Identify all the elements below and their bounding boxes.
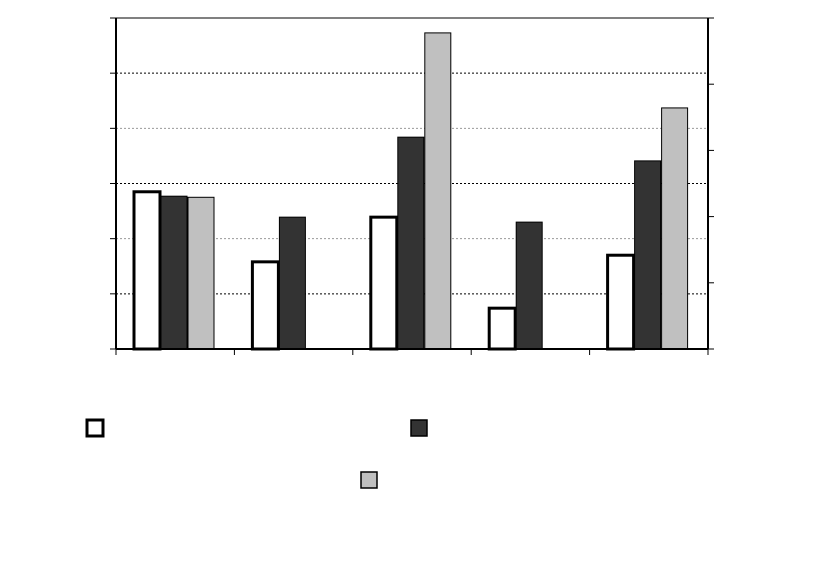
bar [397, 136, 425, 350]
legend-swatch [410, 419, 428, 437]
bar [424, 32, 452, 350]
bar [661, 107, 689, 350]
bar [487, 306, 517, 351]
bar [160, 195, 188, 350]
bar [606, 253, 636, 351]
bar [369, 215, 399, 351]
legend-swatch [360, 471, 378, 489]
bar [187, 196, 215, 350]
bar [250, 260, 280, 351]
bar [132, 190, 162, 351]
bar [515, 221, 543, 350]
legend-swatch [85, 418, 105, 438]
bar [278, 216, 306, 350]
bar [634, 160, 662, 350]
